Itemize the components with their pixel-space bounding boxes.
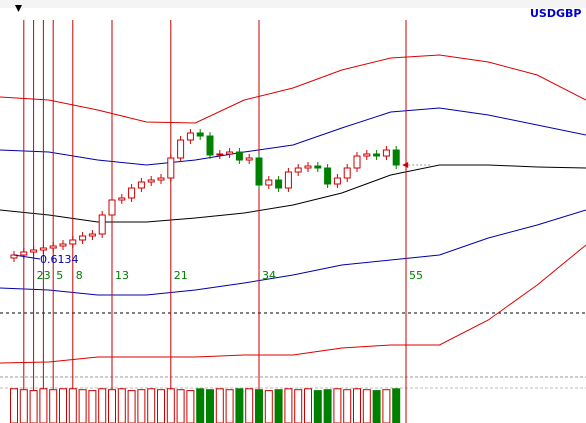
band-line [0,244,586,364]
candle-body [118,197,126,201]
volume-bar [225,389,234,423]
candle-body [373,153,381,157]
volume-bar [294,389,303,423]
volume-bar [313,390,322,423]
fib-label: 8 [76,269,83,282]
volume-bar [186,390,195,423]
candle-body [392,149,400,166]
volume-bar [29,390,38,423]
candle-body [284,171,292,189]
volume-bar [157,389,165,423]
candle-body [167,157,175,179]
price-pointer [13,254,41,260]
volume-bar [19,389,28,423]
volume-bar [127,390,136,423]
candle-body [147,179,155,183]
candle-body [98,214,106,235]
candle-body [235,151,243,161]
candle-body [196,132,204,137]
volume-bar [166,388,175,423]
volume-bar [353,388,361,423]
volume-bar [255,389,263,423]
volume-bar [372,390,381,423]
candle-body [30,249,38,253]
volume-bar [392,388,401,423]
volume-bar [235,388,244,423]
volume-bar [245,388,254,423]
symbol: USDGBP [530,7,581,20]
candle-body [137,181,145,189]
volume-bar [10,388,18,423]
candle-body [245,157,253,161]
band-line [0,107,586,166]
candle-body [304,165,312,169]
volume-bar [117,388,126,423]
band-line [0,209,586,296]
date-strip [0,0,586,8]
volume-bar [108,389,116,423]
volume-bar [147,388,156,423]
candle-body [314,165,322,169]
volume-bar [206,389,214,423]
volume-bar [88,390,97,423]
candle-body [343,167,351,179]
candle-body [226,151,234,155]
fib-label: 13 [115,269,129,282]
candle-body [216,153,224,156]
candle-body [186,132,194,141]
fib-label: 21 [174,269,188,282]
volume-bar [343,389,352,423]
volume-bar [274,389,283,423]
candle-body [69,239,77,245]
candle-body [353,155,361,169]
candle-body [333,177,341,185]
volume-bar [264,390,273,423]
candle-body [49,245,57,249]
volume-bar [284,388,293,423]
volume-bar [362,389,371,423]
candle-body [294,167,302,173]
volume-bar [382,389,391,423]
volume-bar [68,388,77,423]
candle-body [20,251,28,256]
candle-body [324,167,332,185]
candle-body [108,199,116,216]
candle-body [382,149,390,157]
volume-bar [49,389,58,423]
candle-body [79,235,87,241]
volume-bar [78,389,87,423]
fib-label: 5 [56,269,63,282]
candle-body [255,157,263,186]
fib-label: 34 [262,269,276,282]
candle-body [275,179,283,189]
marker-triangle [15,5,22,12]
volume-bar [98,388,107,423]
candle-body [157,177,165,181]
volume-bar [196,388,205,423]
candle-body [88,233,96,237]
volume-bar [176,389,185,423]
volume-bar [333,388,342,423]
candle-body [39,247,47,251]
volume-bar [215,388,224,423]
price-label: 0.6134 [40,253,79,266]
volume-bar [323,389,332,423]
volume-bar [59,388,67,423]
volume-bar [137,389,146,423]
last-price-arrow [402,162,409,168]
volume-bar [304,388,312,423]
candle-body [59,243,67,247]
fib-label: 55 [409,269,423,282]
candle-body [128,187,136,199]
candle-body [177,139,185,159]
candle-body [265,179,273,186]
band-line [0,54,586,124]
candle-body [363,153,371,157]
band-line [0,164,586,223]
candle-body [206,135,214,156]
volume-bar [39,388,48,423]
